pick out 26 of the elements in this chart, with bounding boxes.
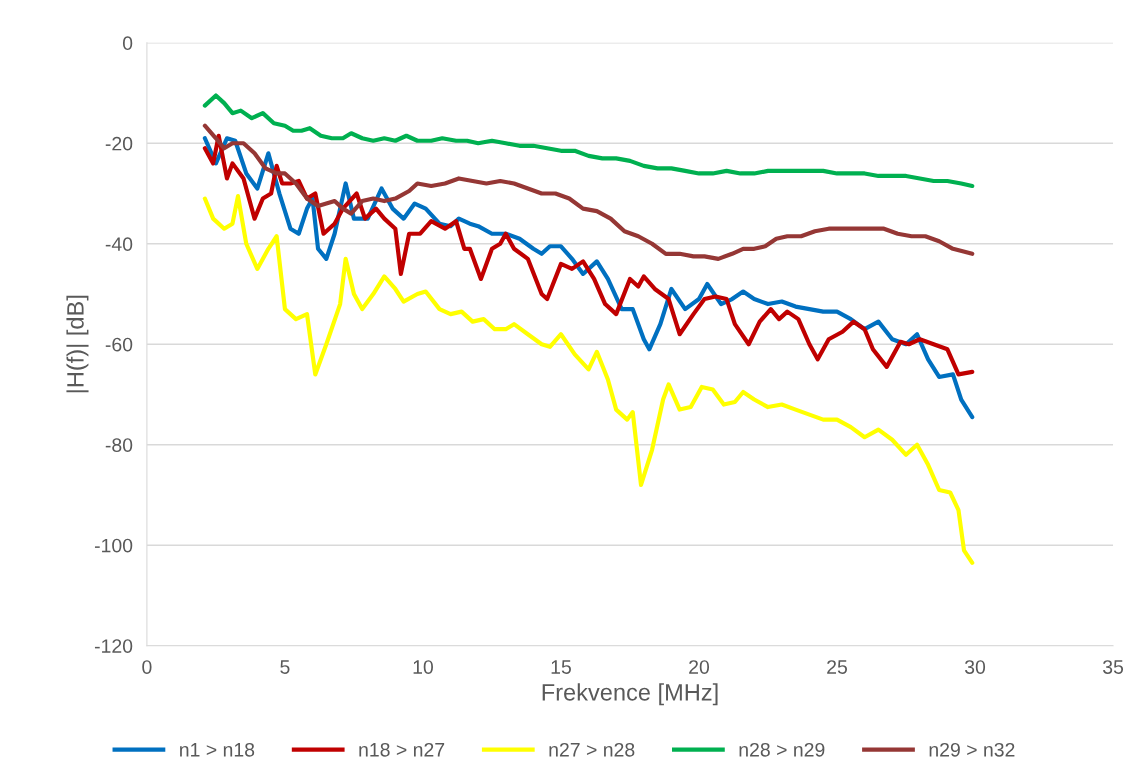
x-tick-label: 15 — [551, 660, 571, 674]
y-tick-label: -60 — [105, 337, 133, 352]
legend-label: n1 > n18 — [180, 742, 255, 757]
x-tick-label: 20 — [689, 660, 710, 674]
y-tick-label: -40 — [105, 237, 133, 252]
x-axis-title: Frekvence [MHz] — [542, 683, 718, 706]
x-tick-label: 25 — [827, 660, 848, 674]
line-series — [202, 133, 975, 377]
y-axis-title: |H(f)| [dB] — [66, 295, 89, 393]
legend-label: n28 > n29 — [739, 742, 825, 757]
line-series — [202, 193, 975, 565]
legend-label: n27 > n28 — [549, 742, 635, 757]
y-tick-label: -20 — [105, 136, 133, 151]
x-tick-label: 35 — [1102, 660, 1124, 674]
y-tick-label: -80 — [105, 438, 133, 452]
x-tick-label: 30 — [964, 660, 986, 674]
legend-label: n18 > n27 — [359, 742, 445, 757]
line-series — [202, 123, 975, 261]
x-tick-label: 0 — [142, 660, 152, 674]
y-tick-label: 0 — [122, 36, 133, 51]
line-series — [202, 93, 975, 189]
y-tick-label: -100 — [94, 538, 133, 553]
y-tick-label: -120 — [94, 639, 133, 653]
x-tick-label: 10 — [413, 660, 433, 674]
legend-label: n29 > n32 — [929, 742, 1015, 757]
x-tick-label: 5 — [280, 660, 290, 674]
